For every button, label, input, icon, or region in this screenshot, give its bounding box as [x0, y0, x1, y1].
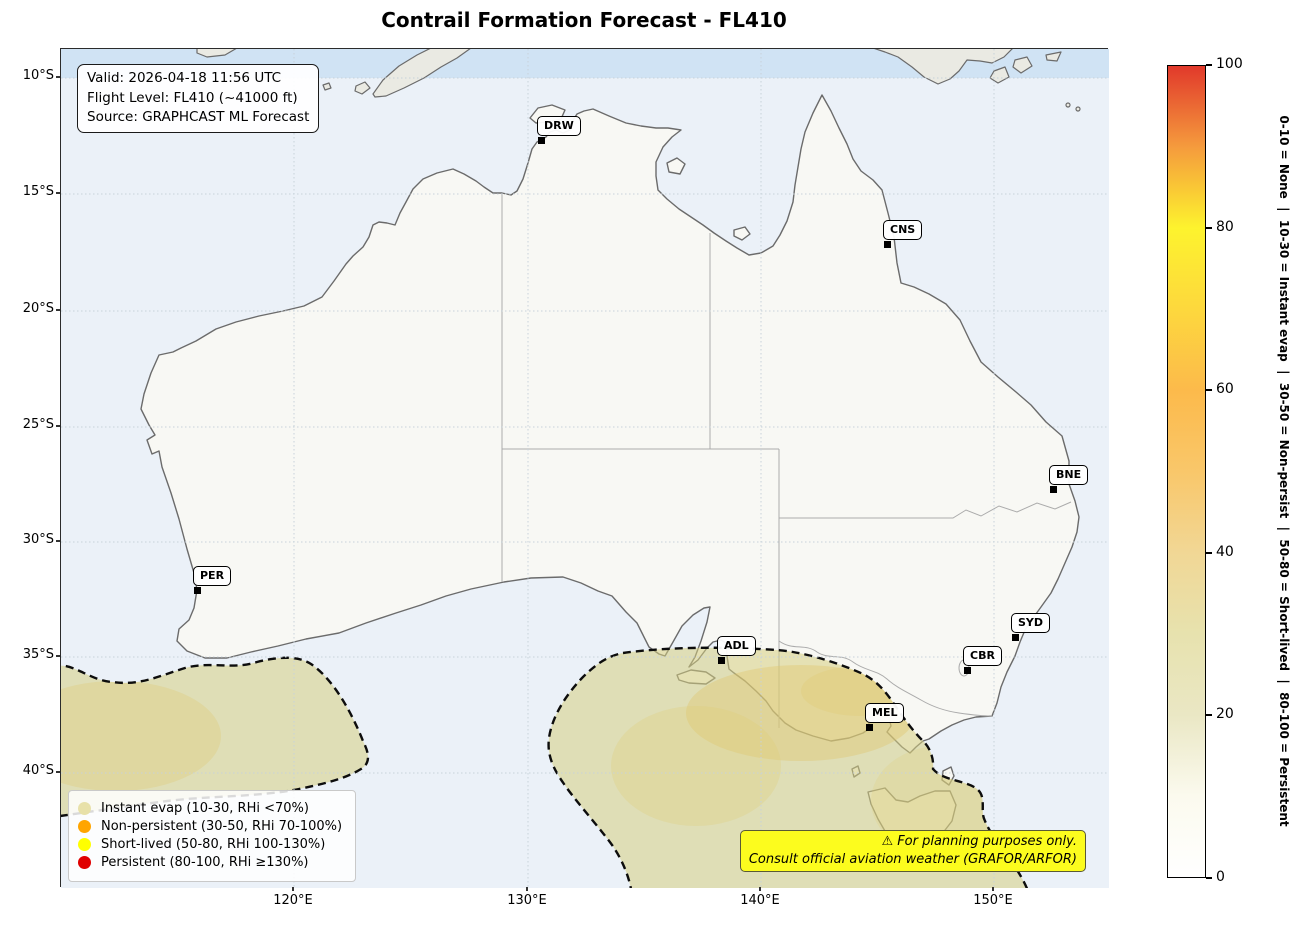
city-marker-icon	[883, 240, 891, 248]
new-guinea-coast	[874, 49, 1013, 85]
legend-item-label: Non-persistent (30-50, RHi 70-100%)	[101, 819, 343, 834]
groote-eylandt	[666, 157, 686, 175]
legend-swatch-icon	[78, 820, 91, 833]
lat-tick-mark	[56, 540, 60, 542]
city-label: DRW	[537, 116, 581, 136]
colorbar-tick-mark	[1206, 877, 1212, 879]
island-timor	[372, 49, 471, 98]
contour-region-southwest	[61, 657, 368, 816]
page-title: Contrail Formation Forecast - FL410	[381, 8, 787, 32]
legend-item-label: Persistent (80-100, RHi ≥130%)	[101, 855, 309, 870]
info-source: Source: GRAPHCAST ML Forecast	[87, 109, 310, 126]
legend-item-label: Short-lived (50-80, RHi 100-130%)	[101, 837, 326, 852]
lon-tick-mark	[759, 887, 761, 891]
ng-island-2	[989, 66, 1010, 84]
australia-coastline	[140, 94, 1080, 754]
warm-patch-se-2	[611, 706, 781, 826]
city-marker-icon	[865, 723, 873, 731]
lon-tick-mark	[992, 887, 994, 891]
lat-tick-label: 15°S	[22, 184, 54, 199]
lat-tick-label: 30°S	[22, 532, 54, 547]
colorbar-tick-label: 100	[1216, 56, 1243, 72]
legend-swatch-icon	[78, 856, 91, 869]
legend-item: Persistent (80-100, RHi ≥130%)	[78, 855, 342, 870]
foreign-landmasses	[196, 49, 1081, 112]
legend-item: Non-persistent (30-50, RHi 70-100%)	[78, 819, 342, 834]
contour-region-southeast	[548, 647, 1027, 888]
city-marker-icon	[537, 136, 545, 144]
legend-item: Short-lived (50-80, RHi 100-130%)	[78, 837, 342, 852]
lat-tick-mark	[56, 76, 60, 78]
forecast-info-box: Valid: 2026-04-18 11:56 UTC Flight Level…	[77, 64, 320, 133]
city-label: PER	[193, 566, 232, 586]
ng-islet-1	[1065, 102, 1071, 108]
legend-swatch-icon	[78, 802, 91, 815]
island-sumba	[196, 49, 237, 58]
lon-tick-mark	[292, 887, 294, 891]
colorbar-tick-mark	[1206, 552, 1212, 554]
ng-islet-2	[1075, 106, 1081, 112]
island-small-2	[322, 82, 332, 91]
city-label: MEL	[865, 703, 905, 723]
legend: Instant evap (10-30, RHi <70%) Non-persis…	[68, 790, 357, 882]
colorbar-tick-mark	[1206, 389, 1212, 391]
warning-line-2: Consult official aviation weather (GRAFO…	[748, 851, 1077, 867]
lat-tick-mark	[56, 771, 60, 773]
lon-tick-label: 120°E	[273, 893, 313, 908]
warm-patch-sw	[61, 681, 221, 791]
lon-tick-label: 130°E	[507, 893, 547, 908]
border-murray-river	[778, 640, 993, 717]
ng-island-1	[1012, 56, 1033, 74]
city-label: CNS	[883, 220, 923, 240]
colorbar-tick-label: 80	[1216, 219, 1234, 235]
city-label: SYD	[1011, 613, 1051, 633]
city-label: ADL	[717, 636, 756, 656]
colorbar-tick-label: 60	[1216, 381, 1234, 397]
lat-tick-label: 25°S	[22, 417, 54, 432]
colorbar-tick-label: 0	[1216, 869, 1225, 885]
lat-tick-mark	[56, 425, 60, 427]
border-qld-nsw	[779, 501, 1072, 519]
info-valid-time: Valid: 2026-04-18 11:56 UTC	[87, 70, 282, 86]
australia-map	[61, 49, 1109, 888]
lat-tick-label: 40°S	[22, 763, 54, 778]
colorbar-side-label: 0-10 = None | 10-30 = Instant evap | 30-…	[1277, 115, 1291, 827]
lat-tick-label: 10°S	[22, 68, 54, 83]
colorbar	[1167, 65, 1206, 878]
legend-item-label: Instant evap (10-30, RHi <70%)	[101, 801, 309, 816]
lon-tick-mark	[526, 887, 528, 891]
city-marker-icon	[193, 586, 201, 594]
city-marker-icon	[1049, 485, 1057, 493]
island-small-1	[354, 81, 371, 95]
lat-tick-mark	[56, 192, 60, 194]
city-marker-icon	[963, 666, 971, 674]
lat-tick-label: 35°S	[22, 647, 54, 662]
colorbar-tick-mark	[1206, 227, 1212, 229]
lat-tick-label: 20°S	[22, 301, 54, 316]
contour-boundary-southeast	[547, 646, 1029, 888]
lat-tick-mark	[56, 655, 60, 657]
city-label: BNE	[1049, 465, 1089, 485]
legend-swatch-icon	[78, 838, 91, 851]
city-marker-icon	[717, 656, 725, 664]
ng-island-3	[1045, 51, 1062, 62]
colorbar-tick-mark	[1206, 64, 1212, 66]
gridlines	[61, 49, 1109, 888]
info-flight-level: Flight Level: FL410 (~41000 ft)	[87, 89, 298, 106]
warm-patch-se-1	[686, 665, 916, 761]
city-marker-icon	[1011, 633, 1019, 641]
lat-tick-mark	[56, 309, 60, 311]
lon-tick-label: 140°E	[740, 893, 780, 908]
planning-warning-box: ⚠ For planning purposes only. Consult of…	[739, 829, 1086, 872]
colorbar-tick-label: 40	[1216, 544, 1234, 560]
colorbar-tick-label: 20	[1216, 706, 1234, 722]
city-label: CBR	[963, 646, 1002, 666]
warning-line-1: ⚠ For planning purposes only.	[881, 833, 1078, 849]
lon-tick-label: 150°E	[973, 893, 1013, 908]
legend-item: Instant evap (10-30, RHi <70%)	[78, 801, 342, 816]
mornington-island	[733, 226, 751, 241]
colorbar-tick-mark	[1206, 714, 1212, 716]
map-plot-area: Valid: 2026-04-18 11:56 UTC Flight Level…	[60, 48, 1109, 888]
